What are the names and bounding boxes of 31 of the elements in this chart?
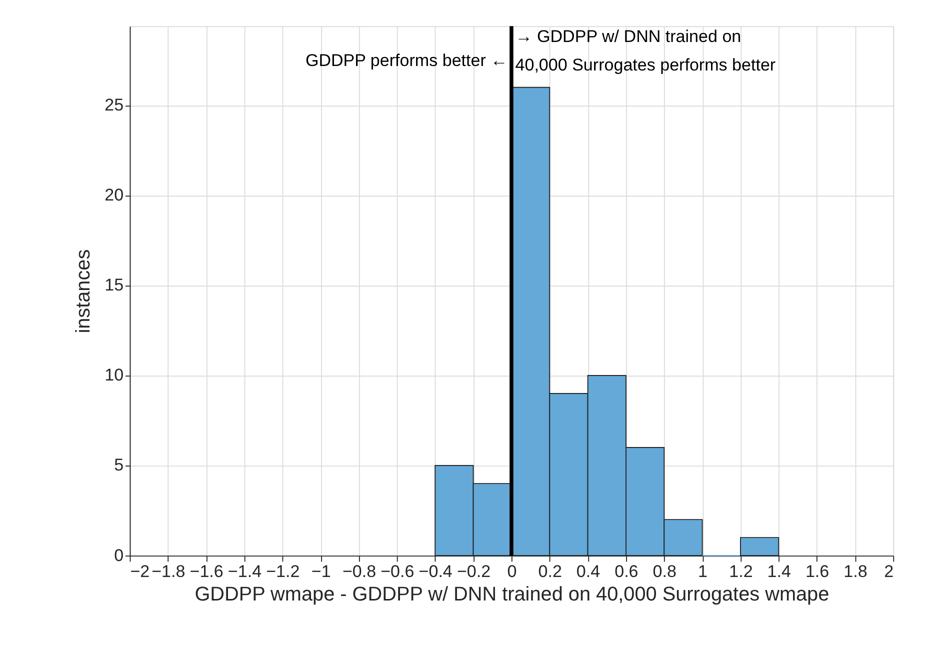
x-tick-label: 1 (698, 562, 708, 581)
x-tick-label: −0.6 (380, 562, 414, 581)
x-tick-label: 0.2 (538, 562, 562, 581)
x-tick-label: −0.8 (342, 562, 376, 581)
y-tick-label: 0 (114, 546, 124, 565)
x-tick-label: 0.6 (614, 562, 638, 581)
x-tick-label: 0.8 (652, 562, 676, 581)
x-axis-title: GDDPP wmape - GDDPP w/ DNN trained on 40,000 Surrogates wmape (194, 584, 830, 606)
y-tick-label: 15 (104, 276, 124, 295)
x-tick-label: 0.4 (576, 562, 600, 581)
x-tick-label: −0.4 (418, 562, 452, 581)
x-tick-label: −1 (311, 562, 331, 581)
annotation: → GDDPP w/ DNN trained on 40,000 Surrogates performs better (515, 27, 776, 75)
x-tick-label: 0 (507, 562, 517, 581)
x-tick-label: −1.4 (228, 562, 262, 581)
y-tick-label: 5 (114, 456, 124, 475)
x-tick-label: −1.8 (152, 562, 186, 581)
x-tick-label: 1.8 (844, 562, 868, 581)
x-tick-label: 2 (884, 562, 894, 581)
annotation: GDDPP performs better ← (305, 50, 508, 70)
y-tick-label: 20 (104, 186, 124, 205)
x-tick-label: 1.4 (767, 562, 791, 581)
x-tick-label: −1.6 (190, 562, 224, 581)
y-axis-title: instances (72, 249, 94, 334)
x-tick-label: −0.2 (456, 562, 491, 581)
y-tick-label: 25 (104, 96, 124, 115)
x-tick-label: 1.6 (805, 562, 830, 581)
x-tick-label: 1.2 (729, 562, 753, 581)
x-tick-label: −1.2 (266, 562, 300, 581)
y-tick-label: 10 (104, 366, 124, 385)
x-tick-label: −2 (130, 562, 150, 581)
